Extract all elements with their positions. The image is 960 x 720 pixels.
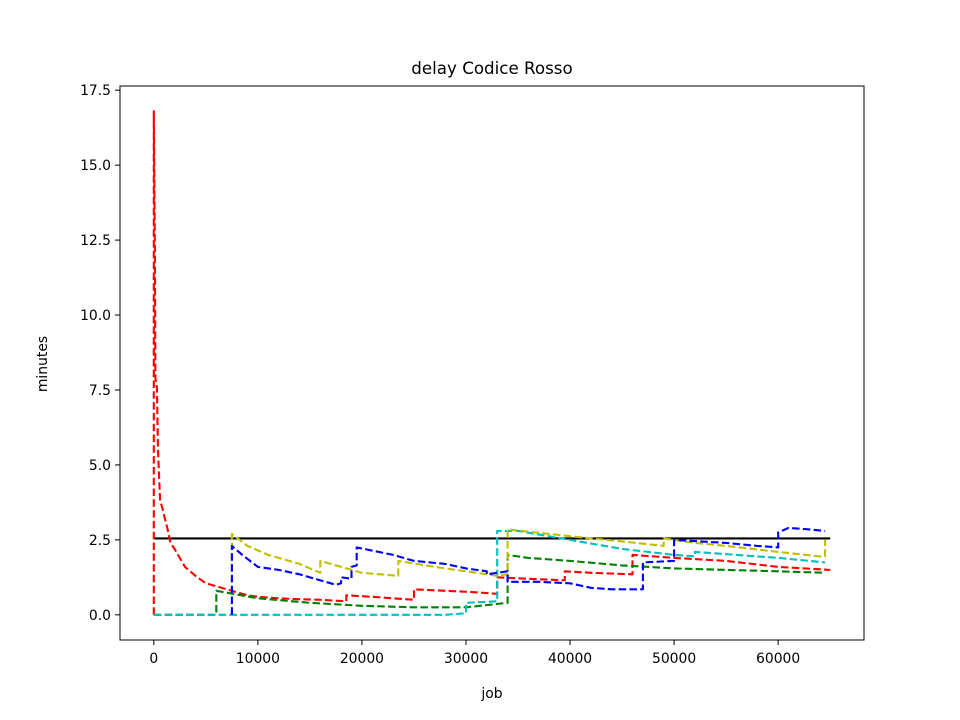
y-tick-label: 0.0 — [89, 608, 111, 624]
y-tick-label: 7.5 — [89, 383, 111, 399]
x-tick-label: 50000 — [652, 651, 696, 667]
x-tick-label: 40000 — [548, 651, 592, 667]
x-tick-label: 30000 — [444, 651, 488, 667]
x-tick-label: 0 — [149, 651, 158, 667]
x-axis-label: job — [480, 686, 502, 702]
y-tick-label: 12.5 — [80, 233, 111, 249]
series-layer — [152, 110, 831, 616]
y-axis: 0.0 2.5 5.0 7.5 10.0 12.5 15.0 17.5 — [80, 83, 120, 624]
plot-frame — [119, 85, 865, 641]
y-tick-label: 2.5 — [89, 533, 111, 549]
series-line-5 — [230, 526, 826, 615]
chart-title: delay Codice Rosso — [411, 58, 572, 78]
y-tick-label: 5.0 — [89, 458, 111, 474]
x-axis: 0 10000 20000 30000 40000 50000 60000 — [149, 640, 800, 667]
x-tick-label: 20000 — [340, 651, 384, 667]
y-axis-label: minutes — [35, 336, 51, 392]
y-tick-label: 17.5 — [80, 83, 111, 99]
series-line-2 — [153, 553, 826, 616]
y-tick-label: 15.0 — [80, 158, 111, 174]
series-line-3 — [153, 529, 826, 616]
series-line-1 — [152, 110, 831, 615]
y-tick-label: 10.0 — [80, 308, 111, 324]
series-line-4 — [230, 528, 827, 615]
x-tick-label: 60000 — [756, 651, 800, 667]
x-tick-label: 10000 — [236, 651, 280, 667]
